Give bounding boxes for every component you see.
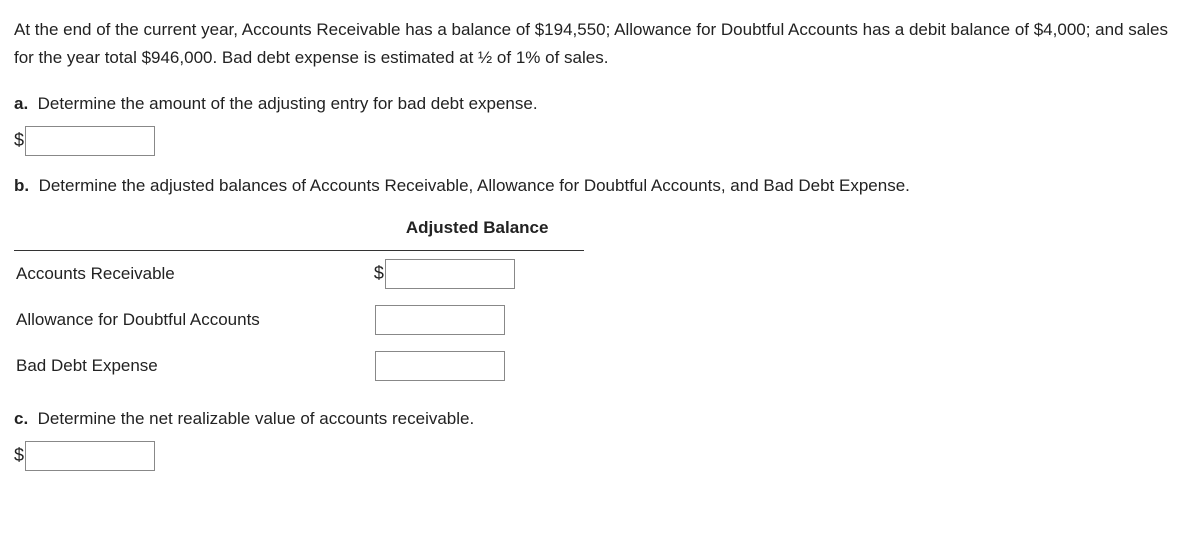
section-a: a. Determine the amount of the adjusting… [14, 90, 1186, 156]
table-row: Allowance for Doubtful Accounts [14, 297, 584, 343]
answer-a-wrapper: $ [14, 126, 1186, 156]
currency-a: $ [14, 130, 24, 150]
row-label-allowance: Allowance for Doubtful Accounts [14, 297, 370, 343]
row-label-ar: Accounts Receivable [14, 251, 370, 298]
prompt-a-text: Determine the amount of the adjusting en… [38, 94, 538, 113]
adjusted-balance-table: Adjusted Balance Accounts Receivable $ A… [14, 208, 584, 389]
table-row: Bad Debt Expense [14, 343, 584, 389]
prompt-c-text: Determine the net realizable value of ac… [38, 409, 475, 428]
row-label-bde: Bad Debt Expense [14, 343, 370, 389]
currency-c: $ [14, 445, 24, 465]
input-c[interactable] [25, 441, 155, 471]
table-header-adjusted: Adjusted Balance [370, 208, 585, 251]
prompt-a: a. Determine the amount of the adjusting… [14, 90, 1186, 118]
problem-intro: At the end of the current year, Accounts… [14, 16, 1186, 72]
input-allowance[interactable] [375, 305, 505, 335]
section-b: b. Determine the adjusted balances of Ac… [14, 172, 1186, 389]
letter-c: c. [14, 409, 28, 428]
section-c: c. Determine the net realizable value of… [14, 405, 1186, 471]
table-header-blank [14, 208, 370, 251]
prompt-b: b. Determine the adjusted balances of Ac… [14, 172, 1186, 200]
table-row: Accounts Receivable $ [14, 251, 584, 298]
letter-b: b. [14, 176, 29, 195]
answer-c-wrapper: $ [14, 441, 1186, 471]
input-a[interactable] [25, 126, 155, 156]
prompt-b-text: Determine the adjusted balances of Accou… [39, 176, 910, 195]
input-bde[interactable] [375, 351, 505, 381]
input-ar[interactable] [385, 259, 515, 289]
prompt-c: c. Determine the net realizable value of… [14, 405, 1186, 433]
letter-a: a. [14, 94, 28, 113]
currency-ar: $ [374, 263, 384, 283]
